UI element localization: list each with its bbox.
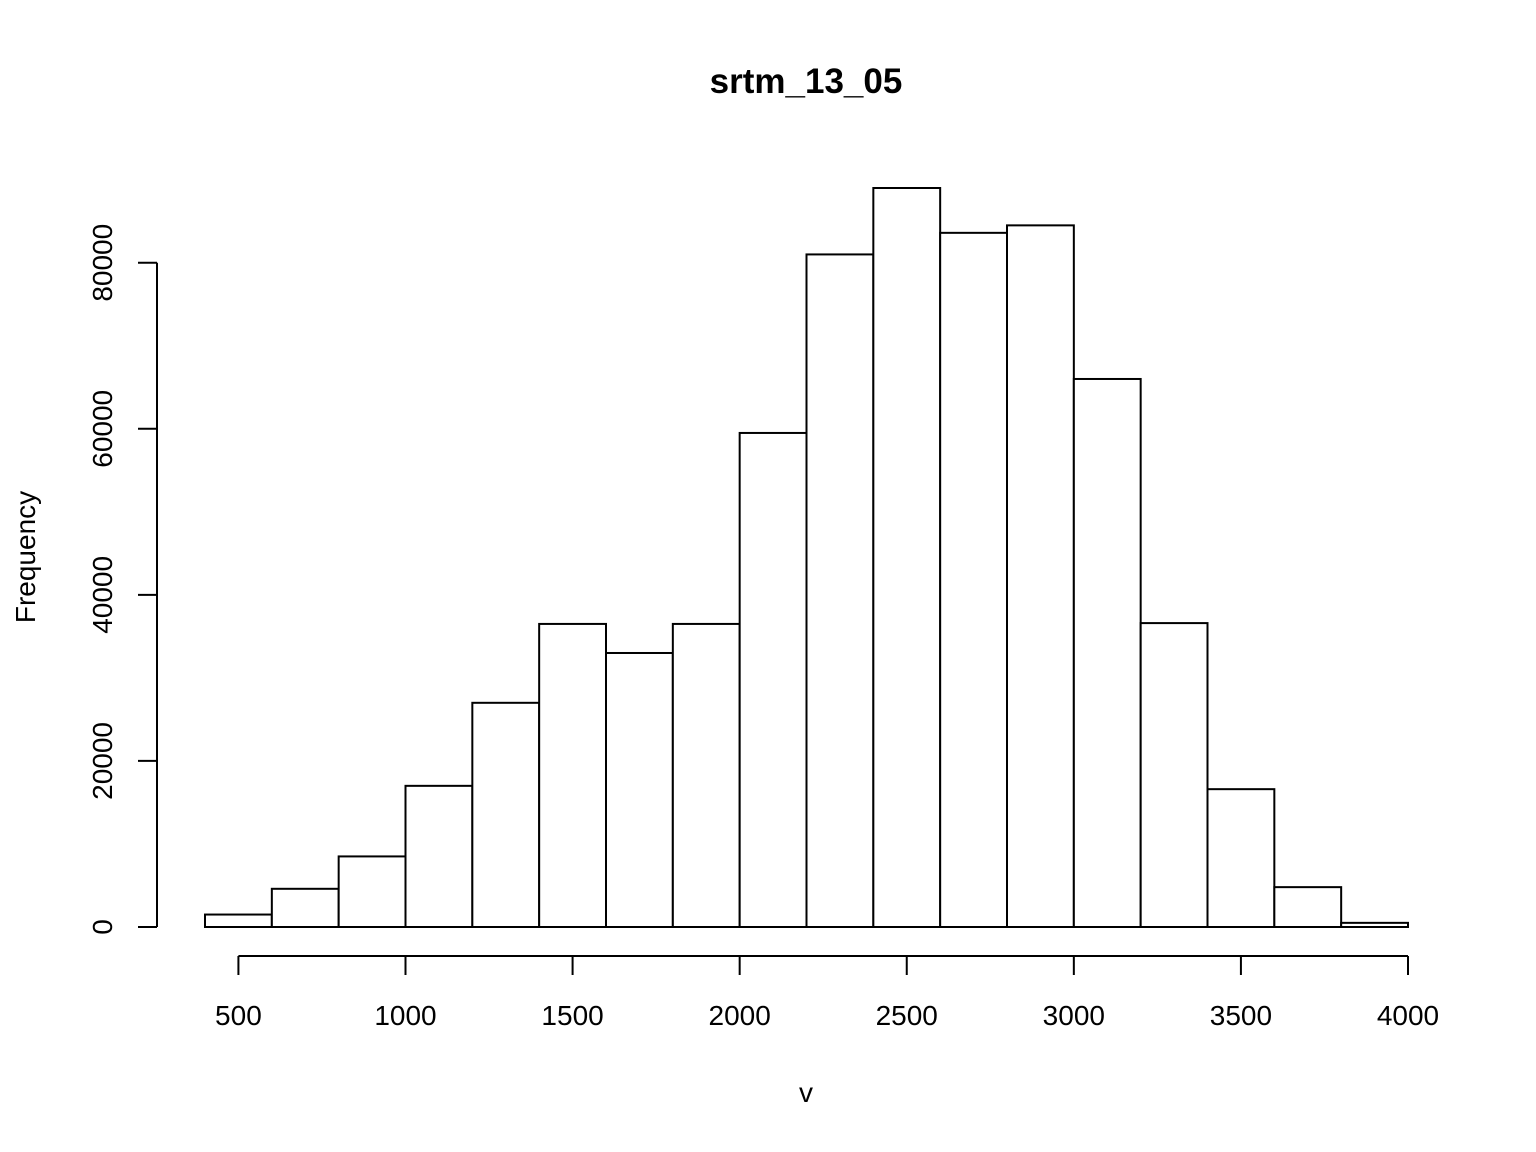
histogram-bars bbox=[204, 187, 1409, 929]
histogram-bar-15 bbox=[1139, 622, 1209, 928]
y-tick-label-1: 0 bbox=[87, 919, 118, 935]
histogram-bar-1 bbox=[204, 913, 273, 928]
histogram-bar-2 bbox=[270, 887, 340, 929]
histogram-bar-7 bbox=[605, 651, 674, 928]
y-tick-label-5: 80000 bbox=[87, 224, 118, 302]
histogram-bar-9 bbox=[738, 431, 808, 928]
x-tick-label-4: 2000 bbox=[709, 1000, 771, 1031]
histogram-bar-3 bbox=[337, 855, 407, 928]
x-tick-label-6: 3000 bbox=[1043, 1000, 1105, 1031]
histogram-bar-17 bbox=[1273, 886, 1343, 928]
x-tick-label-3: 1500 bbox=[541, 1000, 603, 1031]
x-tick-label-8: 4000 bbox=[1377, 1000, 1439, 1031]
y-tick-label-4: 60000 bbox=[87, 390, 118, 468]
x-tick-label-5: 2500 bbox=[876, 1000, 938, 1031]
x-axis: 500 1000 1500 2000 2500 3000 3500 4000 bbox=[215, 955, 1439, 1031]
x-tick-label-2: 1000 bbox=[374, 1000, 436, 1031]
x-tick-label-1: 500 bbox=[215, 1000, 262, 1031]
histogram-bar-13 bbox=[1006, 224, 1075, 928]
x-tick-label-7: 3500 bbox=[1210, 1000, 1272, 1031]
y-tick-label-3: 40000 bbox=[87, 556, 118, 634]
histogram-bar-18 bbox=[1340, 921, 1409, 929]
y-tick-label-2: 20000 bbox=[87, 722, 118, 800]
histogram-bar-11 bbox=[872, 187, 942, 928]
histogram-bar-10 bbox=[805, 253, 875, 929]
x-axis-label: v bbox=[799, 1077, 813, 1108]
histogram-bar-12 bbox=[939, 231, 1009, 928]
histogram-bar-4 bbox=[404, 784, 474, 929]
y-axis-label: Frequency bbox=[10, 491, 41, 623]
histogram-bar-5 bbox=[471, 701, 541, 928]
histogram-bar-8 bbox=[671, 622, 741, 928]
histogram-bar-6 bbox=[538, 622, 608, 928]
y-axis: 0 20000 40000 60000 80000 bbox=[87, 224, 158, 935]
histogram-bar-14 bbox=[1072, 377, 1142, 928]
histogram-bar-16 bbox=[1206, 788, 1276, 929]
chart-title: srtm_13_05 bbox=[710, 62, 903, 101]
